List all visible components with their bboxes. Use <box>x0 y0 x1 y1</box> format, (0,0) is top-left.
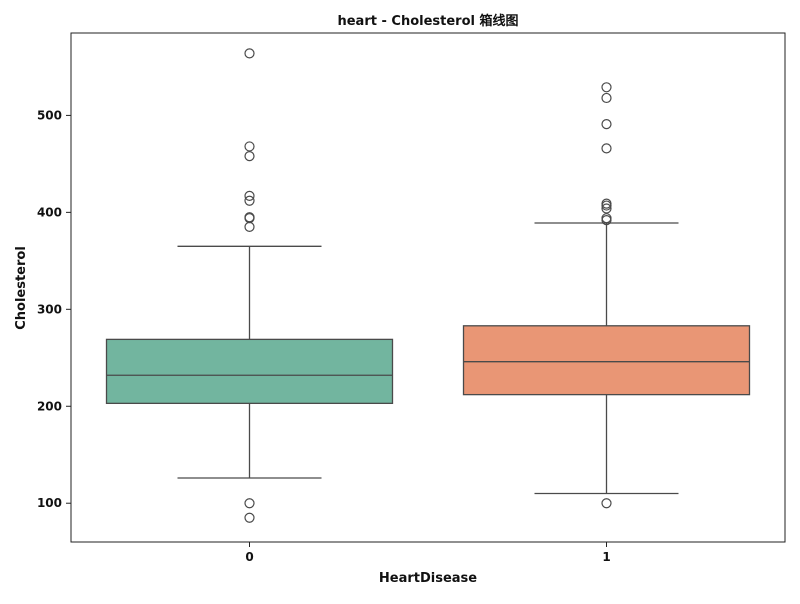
y-tick-label: 400 <box>37 205 62 219</box>
outlier-point <box>601 213 612 224</box>
outlier-point <box>244 498 255 509</box>
y-tick-label: 200 <box>37 399 62 413</box>
y-tick-label: 500 <box>37 108 62 122</box>
outlier-point <box>601 143 612 154</box>
outlier-point <box>244 48 255 59</box>
outlier-point <box>244 190 255 201</box>
box-iqr <box>105 338 394 405</box>
outlier-point <box>244 151 255 162</box>
y-tick-label: 100 <box>37 496 62 510</box>
outlier-point <box>244 195 255 206</box>
x-tick-label: 0 <box>245 550 253 564</box>
outlier-point <box>244 512 255 523</box>
box-iqr <box>462 325 751 396</box>
outlier-point <box>601 119 612 130</box>
outlier-point <box>601 203 612 214</box>
outlier-point <box>244 212 255 223</box>
outlier-point <box>601 82 612 93</box>
plot-area-frame <box>70 32 786 543</box>
chart-title: heart - Cholesterol 箱线图 <box>337 13 518 29</box>
outlier-point <box>244 141 255 152</box>
outlier-point <box>601 498 612 509</box>
outlier-point <box>601 92 612 104</box>
chart-marks: 100 200 300 400 500 0 1 <box>37 48 751 564</box>
x-axis-label: HeartDisease <box>379 571 477 586</box>
x-tick-label: 1 <box>602 550 610 564</box>
outlier-point <box>601 198 612 209</box>
outlier-point <box>244 221 255 233</box>
y-axis-label: Cholesterol <box>14 246 29 330</box>
y-tick-label: 300 <box>37 302 62 316</box>
